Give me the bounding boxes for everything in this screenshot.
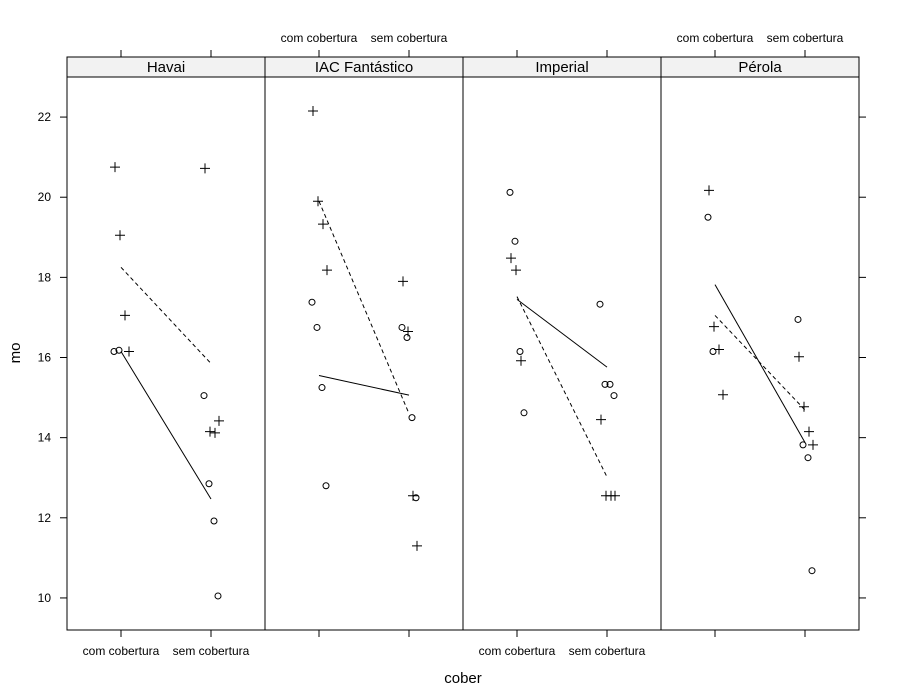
circle-point	[214, 592, 222, 600]
y-tick-label: 14	[38, 431, 52, 445]
plus-point	[709, 321, 719, 332]
plus-point	[610, 490, 620, 501]
plus-point	[200, 163, 210, 174]
circle-point	[506, 188, 514, 196]
plus-point	[714, 344, 724, 355]
circle-point	[318, 384, 326, 392]
circle-point	[520, 409, 528, 417]
plus-point	[398, 276, 408, 287]
x-tick-label: sem cobertura	[569, 644, 646, 658]
plus-point	[516, 355, 526, 366]
plus-point	[704, 185, 714, 196]
y-tick-label: 20	[38, 190, 52, 204]
plus-point	[596, 414, 606, 425]
circle-point	[200, 392, 208, 400]
mean-line-dashed	[714, 315, 806, 411]
circle-point	[308, 298, 316, 306]
axes: com cobertura sem cobertura com cobertura s…	[38, 31, 866, 658]
circle-point	[808, 567, 816, 575]
y-tick-label: 22	[38, 110, 52, 124]
plus-point	[322, 265, 332, 276]
plus-point	[124, 346, 134, 357]
plus-point	[511, 265, 521, 276]
plus-point	[804, 426, 814, 437]
mean-line-dashed	[120, 267, 212, 364]
plus-point	[799, 401, 809, 412]
mean-line-solid	[516, 299, 608, 368]
y-tick-label: 16	[38, 351, 52, 365]
plus-point	[120, 310, 130, 321]
x-tick-label: sem cobertura	[767, 31, 844, 45]
circle-point	[704, 213, 712, 221]
plus-point	[408, 490, 418, 501]
mean-line-solid	[714, 284, 806, 443]
y-axis-title: mo	[7, 343, 24, 364]
x-tick-label: com cobertura	[83, 644, 160, 658]
panel-frame	[462, 56, 662, 631]
panel-1: IAC Fantástico	[264, 56, 464, 631]
circle-point	[601, 380, 609, 388]
panel-3: Pérola	[660, 56, 860, 631]
panel-frame	[660, 56, 860, 631]
x-axis-title: cober	[444, 670, 482, 687]
circle-point	[804, 454, 812, 462]
circle-point	[403, 333, 411, 341]
x-tick-label: com cobertura	[677, 31, 754, 45]
plus-point	[718, 389, 728, 400]
x-tick-label: sem cobertura	[173, 644, 250, 658]
strip-background	[660, 56, 860, 78]
mean-line-solid	[318, 375, 410, 396]
circle-point	[313, 323, 321, 331]
circle-point	[115, 346, 123, 354]
plus-point	[308, 106, 318, 117]
circle-point	[596, 300, 604, 308]
circle-point	[205, 480, 213, 488]
strip-label: Pérola	[738, 59, 782, 76]
circle-point	[110, 347, 118, 355]
plus-point	[318, 219, 328, 230]
strip-label: Havai	[147, 59, 185, 76]
plus-point	[808, 439, 818, 450]
plus-point	[115, 230, 125, 241]
circle-point	[210, 517, 218, 525]
circle-point	[799, 441, 807, 449]
panels: Havai IAC Fantástico Imperial Pérola	[66, 56, 860, 631]
mean-line-dashed	[516, 296, 608, 478]
circle-point	[516, 347, 524, 355]
plus-point	[403, 326, 413, 337]
strip-label: Imperial	[535, 59, 588, 76]
panel-frame	[264, 56, 464, 631]
y-tick-label: 10	[38, 591, 52, 605]
plus-point	[412, 540, 422, 551]
y-tick-label: 18	[38, 270, 52, 284]
mean-line-dashed	[318, 201, 410, 414]
plus-point	[210, 427, 220, 438]
panel-2: Imperial	[462, 56, 662, 631]
circle-point	[408, 414, 416, 422]
y-tick-label: 12	[38, 511, 52, 525]
x-tick-label: com cobertura	[479, 644, 556, 658]
plus-point	[313, 196, 323, 207]
plus-point	[110, 162, 120, 173]
strip-label: IAC Fantástico	[315, 59, 413, 76]
plus-point	[214, 415, 224, 426]
panel-0: Havai	[66, 56, 266, 631]
circle-point	[511, 237, 519, 245]
x-tick-label: sem cobertura	[371, 31, 448, 45]
circle-point	[709, 347, 717, 355]
circle-point	[794, 315, 802, 323]
circle-point	[322, 482, 330, 490]
x-tick-label: com cobertura	[281, 31, 358, 45]
circle-point	[398, 323, 406, 331]
mean-line-solid	[120, 351, 212, 500]
panel-frame	[66, 56, 266, 631]
plus-point	[794, 351, 804, 362]
plus-point	[205, 426, 215, 437]
circle-point	[610, 392, 618, 400]
circle-point	[606, 380, 614, 388]
plus-point	[506, 253, 516, 264]
